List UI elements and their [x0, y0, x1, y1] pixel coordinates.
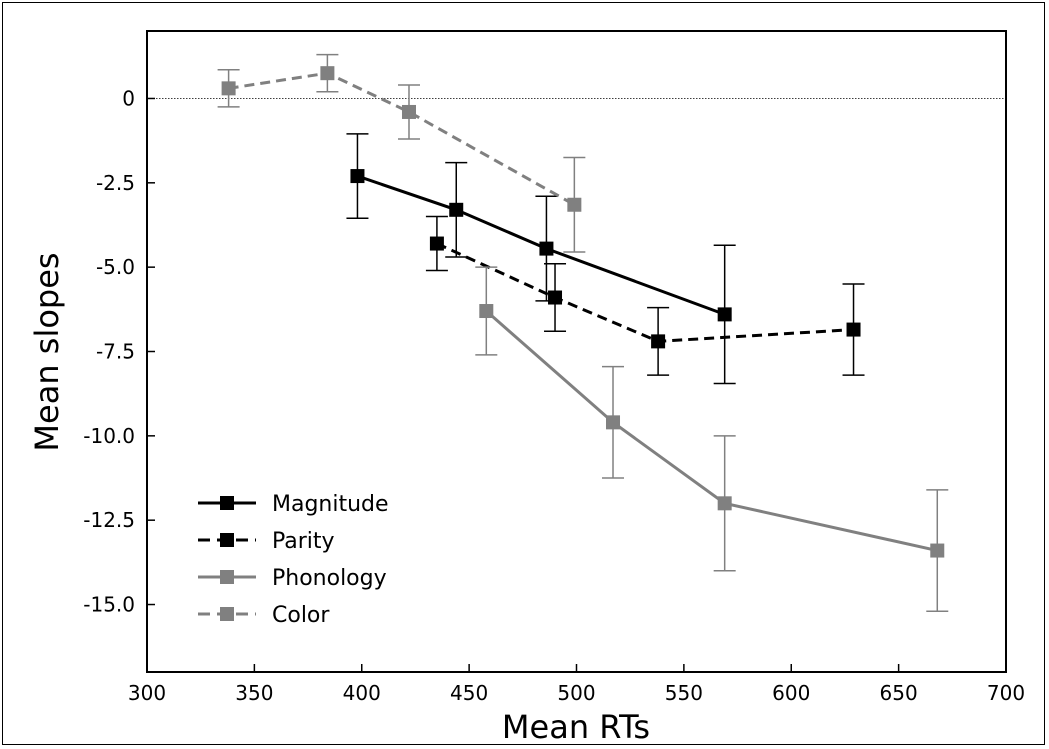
y-tick-label: -5.0 — [96, 255, 135, 279]
legend-label: Parity — [272, 529, 335, 554]
y-tick-label: -10.0 — [83, 424, 135, 448]
data-point — [717, 307, 732, 322]
axis-ticks: 300 350 400 450 500 550 600 650 700 0 -2.5 -5.0 -7.5… — [83, 86, 1025, 705]
data-point — [401, 104, 416, 119]
x-tick-label: 700 — [987, 681, 1025, 705]
series-phonology — [475, 266, 949, 613]
data-point — [930, 543, 945, 558]
legend-label: Phonology — [272, 566, 387, 591]
series-parity — [425, 215, 865, 376]
x-tick-label: 300 — [128, 681, 166, 705]
y-tick-label: -2.5 — [96, 171, 135, 195]
data-point — [548, 290, 563, 305]
legend-marker — [220, 570, 234, 584]
series-line — [228, 71, 576, 207]
legend-marker — [220, 533, 234, 547]
legend: Magnitude Parity Phonology Color — [198, 492, 389, 628]
data-point — [479, 304, 494, 319]
x-tick-label: 600 — [772, 681, 810, 705]
series-line — [436, 242, 854, 343]
data-point — [539, 241, 554, 256]
data-point — [846, 322, 861, 337]
y-tick-label: 0 — [122, 86, 135, 110]
x-tick-label: 500 — [557, 681, 595, 705]
legend-label: Magnitude — [272, 492, 389, 517]
y-axis-title: Mean slopes — [28, 252, 66, 451]
x-tick-label: 450 — [450, 681, 488, 705]
y-tick-label: -15.0 — [83, 593, 135, 617]
series-line — [356, 174, 726, 316]
data-point — [320, 66, 335, 81]
x-tick-label: 400 — [343, 681, 381, 705]
series-magnitude — [346, 133, 736, 385]
data-point — [651, 334, 666, 349]
data-point — [449, 202, 464, 217]
x-axis-title: Mean RTs — [502, 708, 650, 746]
data-point — [567, 197, 582, 212]
y-tick-label: -12.5 — [83, 508, 135, 532]
x-tick-label: 550 — [665, 681, 703, 705]
data-series — [217, 53, 949, 613]
y-tick-label: -7.5 — [96, 340, 135, 364]
x-tick-label: 350 — [235, 681, 273, 705]
data-point — [350, 169, 365, 184]
series-line — [485, 309, 938, 553]
data-point — [429, 236, 444, 251]
legend-marker — [220, 607, 234, 621]
x-tick-label: 650 — [880, 681, 918, 705]
data-point — [221, 81, 236, 96]
data-point — [717, 496, 732, 511]
legend-label: Color — [272, 603, 330, 628]
data-point — [606, 415, 621, 430]
legend-marker — [220, 496, 234, 510]
series-color — [217, 53, 586, 253]
